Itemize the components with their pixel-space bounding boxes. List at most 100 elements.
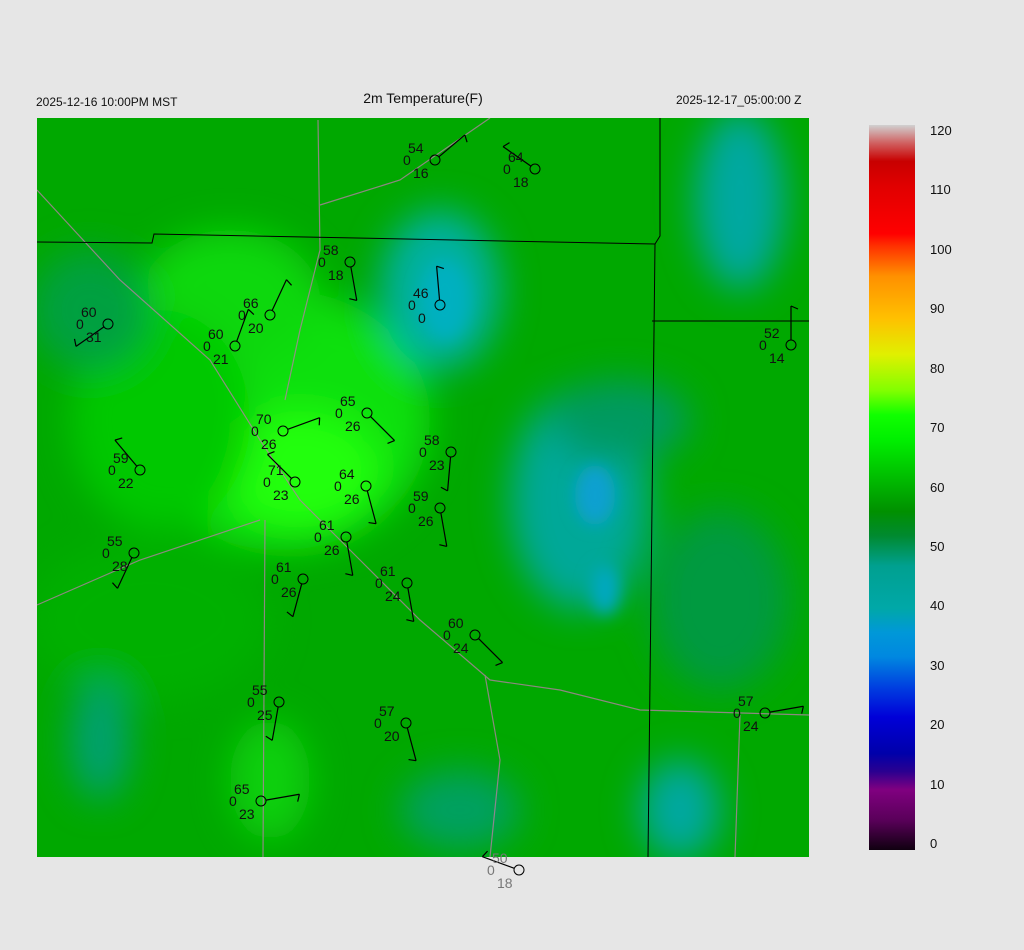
- map-title: 2m Temperature(F): [363, 90, 483, 106]
- temperature-value: 64: [339, 466, 355, 482]
- wind-barb-flag: [267, 451, 275, 455]
- wind-barb-flag: [439, 544, 447, 547]
- dewpoint-value: 26: [418, 513, 434, 529]
- station-zero-value: 0: [408, 500, 416, 516]
- station-zero-value: 0: [443, 627, 451, 643]
- dewpoint-value: 24: [453, 640, 469, 656]
- dewpoint-value: 0: [418, 310, 426, 326]
- temperature-value: 58: [424, 432, 440, 448]
- station-zero-value: 0: [408, 297, 416, 313]
- colorbar-tick-label: 110: [930, 182, 951, 198]
- wind-barb: [271, 706, 279, 741]
- station-circle-icon: [273, 696, 285, 708]
- station-circle-icon: [289, 476, 301, 488]
- station-circle-icon: [277, 425, 289, 437]
- station-circle-icon: [434, 502, 446, 514]
- wind-barb-flag: [502, 142, 510, 148]
- station-zero-value: 0: [203, 338, 211, 354]
- wind-barb: [271, 279, 288, 311]
- station-circle-icon: [759, 707, 771, 719]
- temperature-value: 61: [319, 517, 335, 533]
- temperature-value: 55: [107, 533, 123, 549]
- wind-barb-flag: [790, 305, 799, 310]
- wind-barb-flag: [111, 582, 118, 589]
- station-zero-value: 0: [247, 694, 255, 710]
- temperature-value: 50: [492, 850, 508, 866]
- temperature-field: [37, 118, 809, 857]
- dewpoint-value: 23: [429, 457, 445, 473]
- wind-barb: [502, 146, 532, 167]
- station-zero-value: 0: [374, 715, 382, 731]
- temperature-value: 54: [408, 140, 424, 156]
- dewpoint-value: 16: [413, 165, 429, 181]
- boundaries: [37, 118, 809, 857]
- temperature-value: 60: [208, 326, 224, 342]
- station-zero-value: 0: [271, 571, 279, 587]
- station-zero-value: 0: [759, 337, 767, 353]
- station-circle-icon: [340, 531, 352, 543]
- station-circle-icon: [360, 480, 372, 492]
- temperature-value: 71: [268, 462, 284, 478]
- station-zero-value: 0: [403, 152, 411, 168]
- wind-barb: [440, 512, 448, 547]
- station-circle-icon: [513, 864, 525, 876]
- wind-barb-flag: [436, 265, 445, 270]
- station-zero-value: 0: [263, 474, 271, 490]
- station-zero-value: 0: [487, 862, 495, 878]
- temperature-value: 65: [234, 781, 250, 797]
- wind-barb-flag: [286, 611, 294, 618]
- temperature-value: 59: [413, 488, 429, 504]
- station-circle-icon: [134, 464, 146, 476]
- station-circle-icon: [264, 309, 276, 321]
- station-circle-icon: [361, 407, 373, 419]
- wind-barb: [292, 583, 303, 617]
- colorbar-tick-label: 120: [930, 123, 952, 138]
- roads: [37, 118, 809, 857]
- wind-barb: [406, 727, 417, 761]
- dewpoint-value: 23: [239, 806, 255, 822]
- wind-barb-flag: [297, 794, 300, 802]
- colorbar-tick-label: 80: [930, 360, 945, 376]
- colorbar-tick-label: 10: [930, 776, 945, 792]
- wind-barb: [75, 326, 105, 347]
- dewpoint-value: 18: [328, 267, 344, 283]
- wind-barb: [366, 490, 377, 524]
- wind-barb: [116, 557, 133, 589]
- station-circle-icon: [401, 577, 413, 589]
- temperature-value: 60: [81, 304, 97, 320]
- station-zero-value: 0: [733, 705, 741, 721]
- dewpoint-value: 28: [112, 558, 128, 574]
- station-circle-icon: [255, 795, 267, 807]
- station-circle-icon: [429, 154, 441, 166]
- wind-barb-flag: [495, 662, 503, 666]
- station-zero-value: 0: [503, 161, 511, 177]
- wind-barb-flag: [801, 706, 804, 714]
- wind-barb: [236, 309, 249, 342]
- station-zero-value: 0: [314, 529, 322, 545]
